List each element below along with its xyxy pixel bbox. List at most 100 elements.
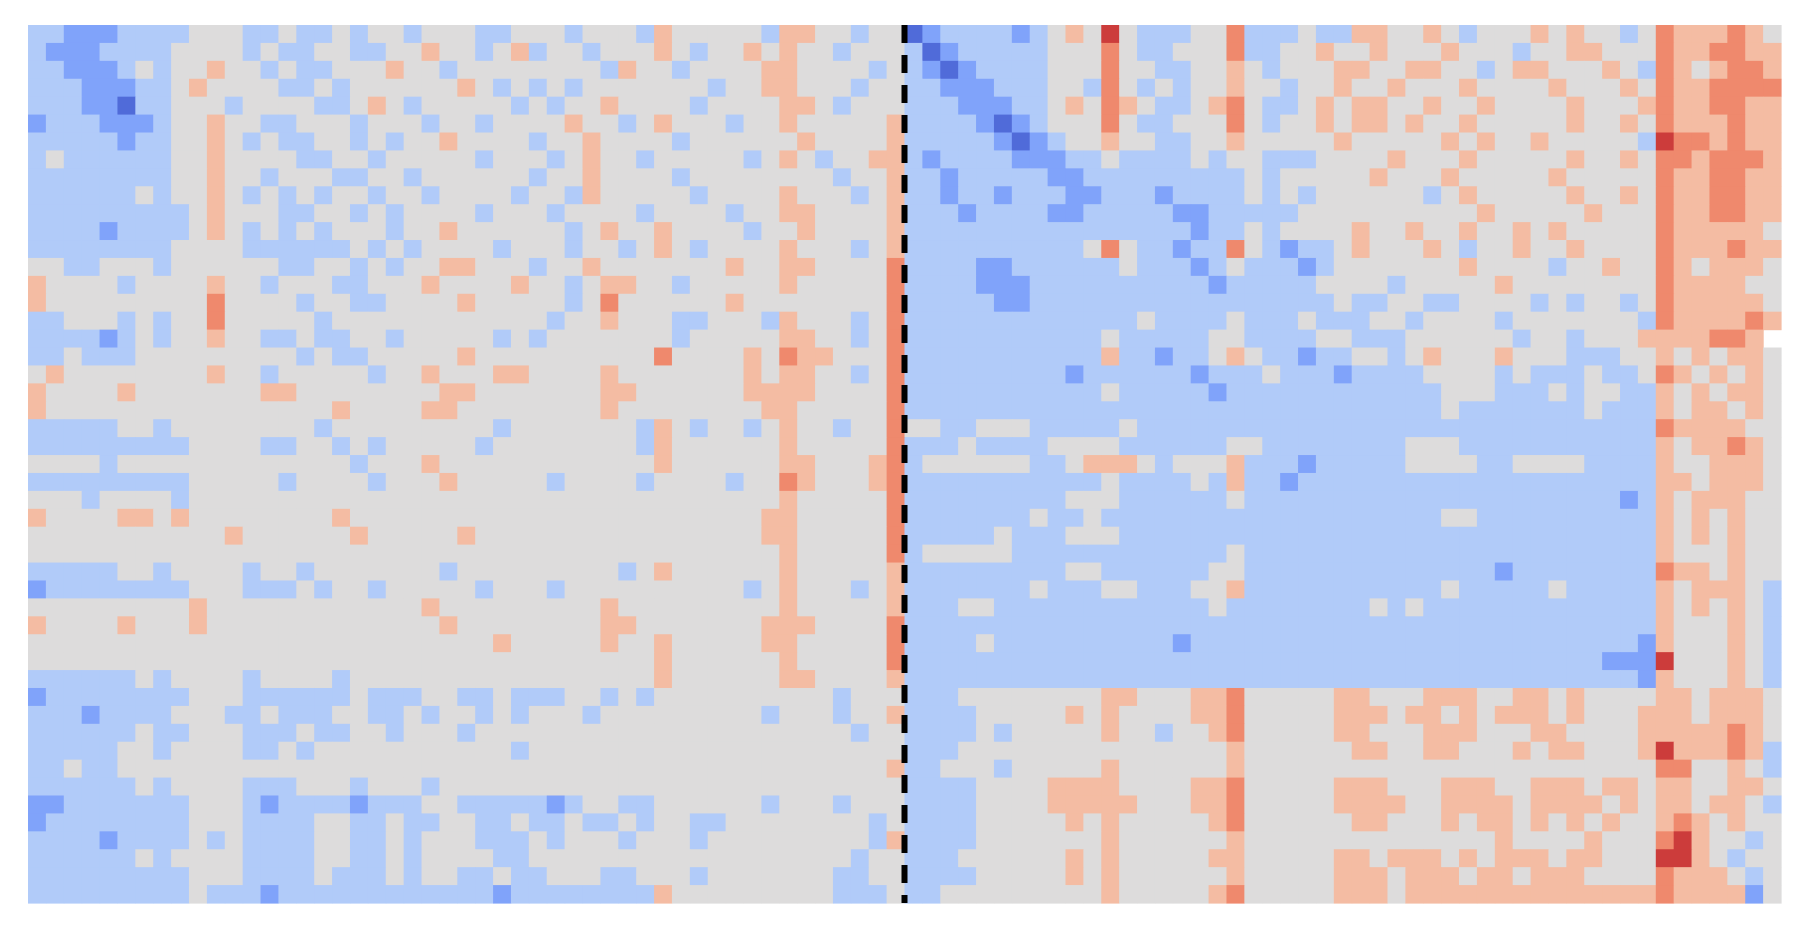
- heatmap-cell: [976, 777, 995, 797]
- heatmap-cell: [904, 508, 923, 528]
- heatmap-cell: [850, 96, 870, 116]
- heatmap-cell: [636, 885, 655, 904]
- heatmap-cell: [314, 580, 333, 599]
- heatmap-cell: [1476, 849, 1496, 868]
- heatmap-cell: [671, 150, 691, 169]
- heatmap-cell: [475, 150, 494, 169]
- heatmap-cell: [922, 490, 941, 510]
- heatmap-cell: [546, 705, 566, 725]
- heatmap-cell: [707, 777, 727, 797]
- heatmap-cell: [868, 96, 888, 116]
- heatmap-cell: [45, 544, 65, 564]
- heatmap-cell: [1387, 222, 1406, 241]
- heatmap-cell: [940, 472, 959, 492]
- heatmap-cell: [493, 293, 512, 313]
- heatmap-cell: [439, 562, 458, 582]
- heatmap-cell: [403, 616, 423, 635]
- heatmap-cell: [367, 437, 387, 456]
- heatmap-cell: [1137, 526, 1156, 546]
- heatmap-cell: [689, 275, 709, 295]
- heatmap-cell: [1208, 347, 1228, 367]
- heatmap-cell: [153, 544, 172, 564]
- heatmap-cell: [654, 60, 673, 80]
- heatmap-cell: [1405, 437, 1424, 456]
- heatmap-cell: [707, 795, 727, 815]
- heatmap-cell: [493, 544, 512, 564]
- heatmap-cell: [206, 831, 226, 850]
- heatmap-cell: [349, 813, 369, 832]
- heatmap-cell: [1727, 705, 1746, 725]
- heatmap-cell: [993, 849, 1013, 868]
- heatmap-cell: [636, 168, 655, 187]
- heatmap-cell: [1315, 96, 1335, 116]
- heatmap-cell: [582, 329, 602, 349]
- heatmap-cell: [1620, 472, 1639, 492]
- heatmap-cell: [314, 132, 333, 152]
- heatmap-cell: [1387, 508, 1406, 528]
- heatmap-cell: [546, 275, 566, 295]
- heatmap-cell: [349, 96, 369, 116]
- heatmap-cell: [171, 598, 190, 617]
- heatmap-cell: [832, 186, 852, 205]
- heatmap-cell: [153, 759, 172, 779]
- heatmap-cell: [654, 544, 673, 564]
- heatmap-cell: [63, 455, 83, 474]
- heatmap-cell: [1226, 580, 1245, 599]
- heatmap-cell: [1298, 401, 1317, 420]
- heatmap-cell: [779, 526, 798, 546]
- heatmap-cell: [1190, 705, 1210, 725]
- heatmap-cell: [850, 293, 870, 313]
- heatmap-cell: [1083, 544, 1102, 564]
- heatmap-cell: [528, 114, 548, 134]
- heatmap-cell: [976, 150, 995, 169]
- heatmap-cell: [1530, 670, 1550, 689]
- heatmap-cell: [797, 849, 816, 868]
- heatmap-cell: [636, 831, 655, 850]
- heatmap-cell: [725, 741, 745, 761]
- heatmap-cell: [28, 222, 47, 241]
- heatmap-cell: [1065, 472, 1084, 492]
- heatmap-cell: [332, 705, 351, 725]
- heatmap-cell: [188, 25, 208, 44]
- heatmap-cell: [1208, 777, 1228, 797]
- heatmap-cell: [1262, 365, 1281, 384]
- heatmap-cell: [671, 759, 691, 779]
- heatmap-cell: [314, 759, 333, 779]
- heatmap-cell: [188, 472, 208, 492]
- heatmap-cell: [1655, 885, 1675, 904]
- heatmap-cell: [1298, 222, 1317, 241]
- heatmap-cell: [1709, 562, 1728, 582]
- heatmap-cell: [815, 472, 834, 492]
- heatmap-cell: [1459, 705, 1478, 725]
- heatmap-cell: [582, 705, 602, 725]
- heatmap-cell: [1101, 60, 1120, 80]
- heatmap-cell: [188, 96, 208, 116]
- heatmap-cell: [1387, 437, 1406, 456]
- heatmap-cell: [940, 687, 959, 707]
- heatmap-cell: [940, 885, 959, 904]
- heatmap-cell: [224, 365, 244, 384]
- heatmap-cell: [1620, 687, 1639, 707]
- heatmap-cell: [1405, 490, 1424, 510]
- heatmap-cell: [886, 150, 906, 169]
- heatmap-cell: [1333, 311, 1353, 331]
- heatmap-cell: [45, 867, 65, 886]
- heatmap-cell: [868, 222, 888, 241]
- heatmap-cell: [457, 687, 476, 707]
- heatmap-cell: [1602, 383, 1621, 402]
- heatmap-cell: [761, 867, 780, 886]
- heatmap-cell: [958, 885, 977, 904]
- heatmap-cell: [689, 257, 709, 277]
- heatmap-cell: [1208, 401, 1228, 420]
- heatmap-cell: [1298, 150, 1317, 169]
- heatmap-cell: [1101, 168, 1120, 187]
- heatmap-cell: [1315, 777, 1335, 797]
- heatmap-cell: [1172, 240, 1192, 259]
- heatmap-cell: [546, 544, 566, 564]
- heatmap-cell: [45, 777, 65, 797]
- heatmap-cell: [135, 580, 154, 599]
- heatmap-cell: [1190, 437, 1210, 456]
- heatmap-cell: [1333, 831, 1353, 850]
- heatmap-cell: [45, 705, 65, 725]
- heatmap-cell: [779, 60, 798, 80]
